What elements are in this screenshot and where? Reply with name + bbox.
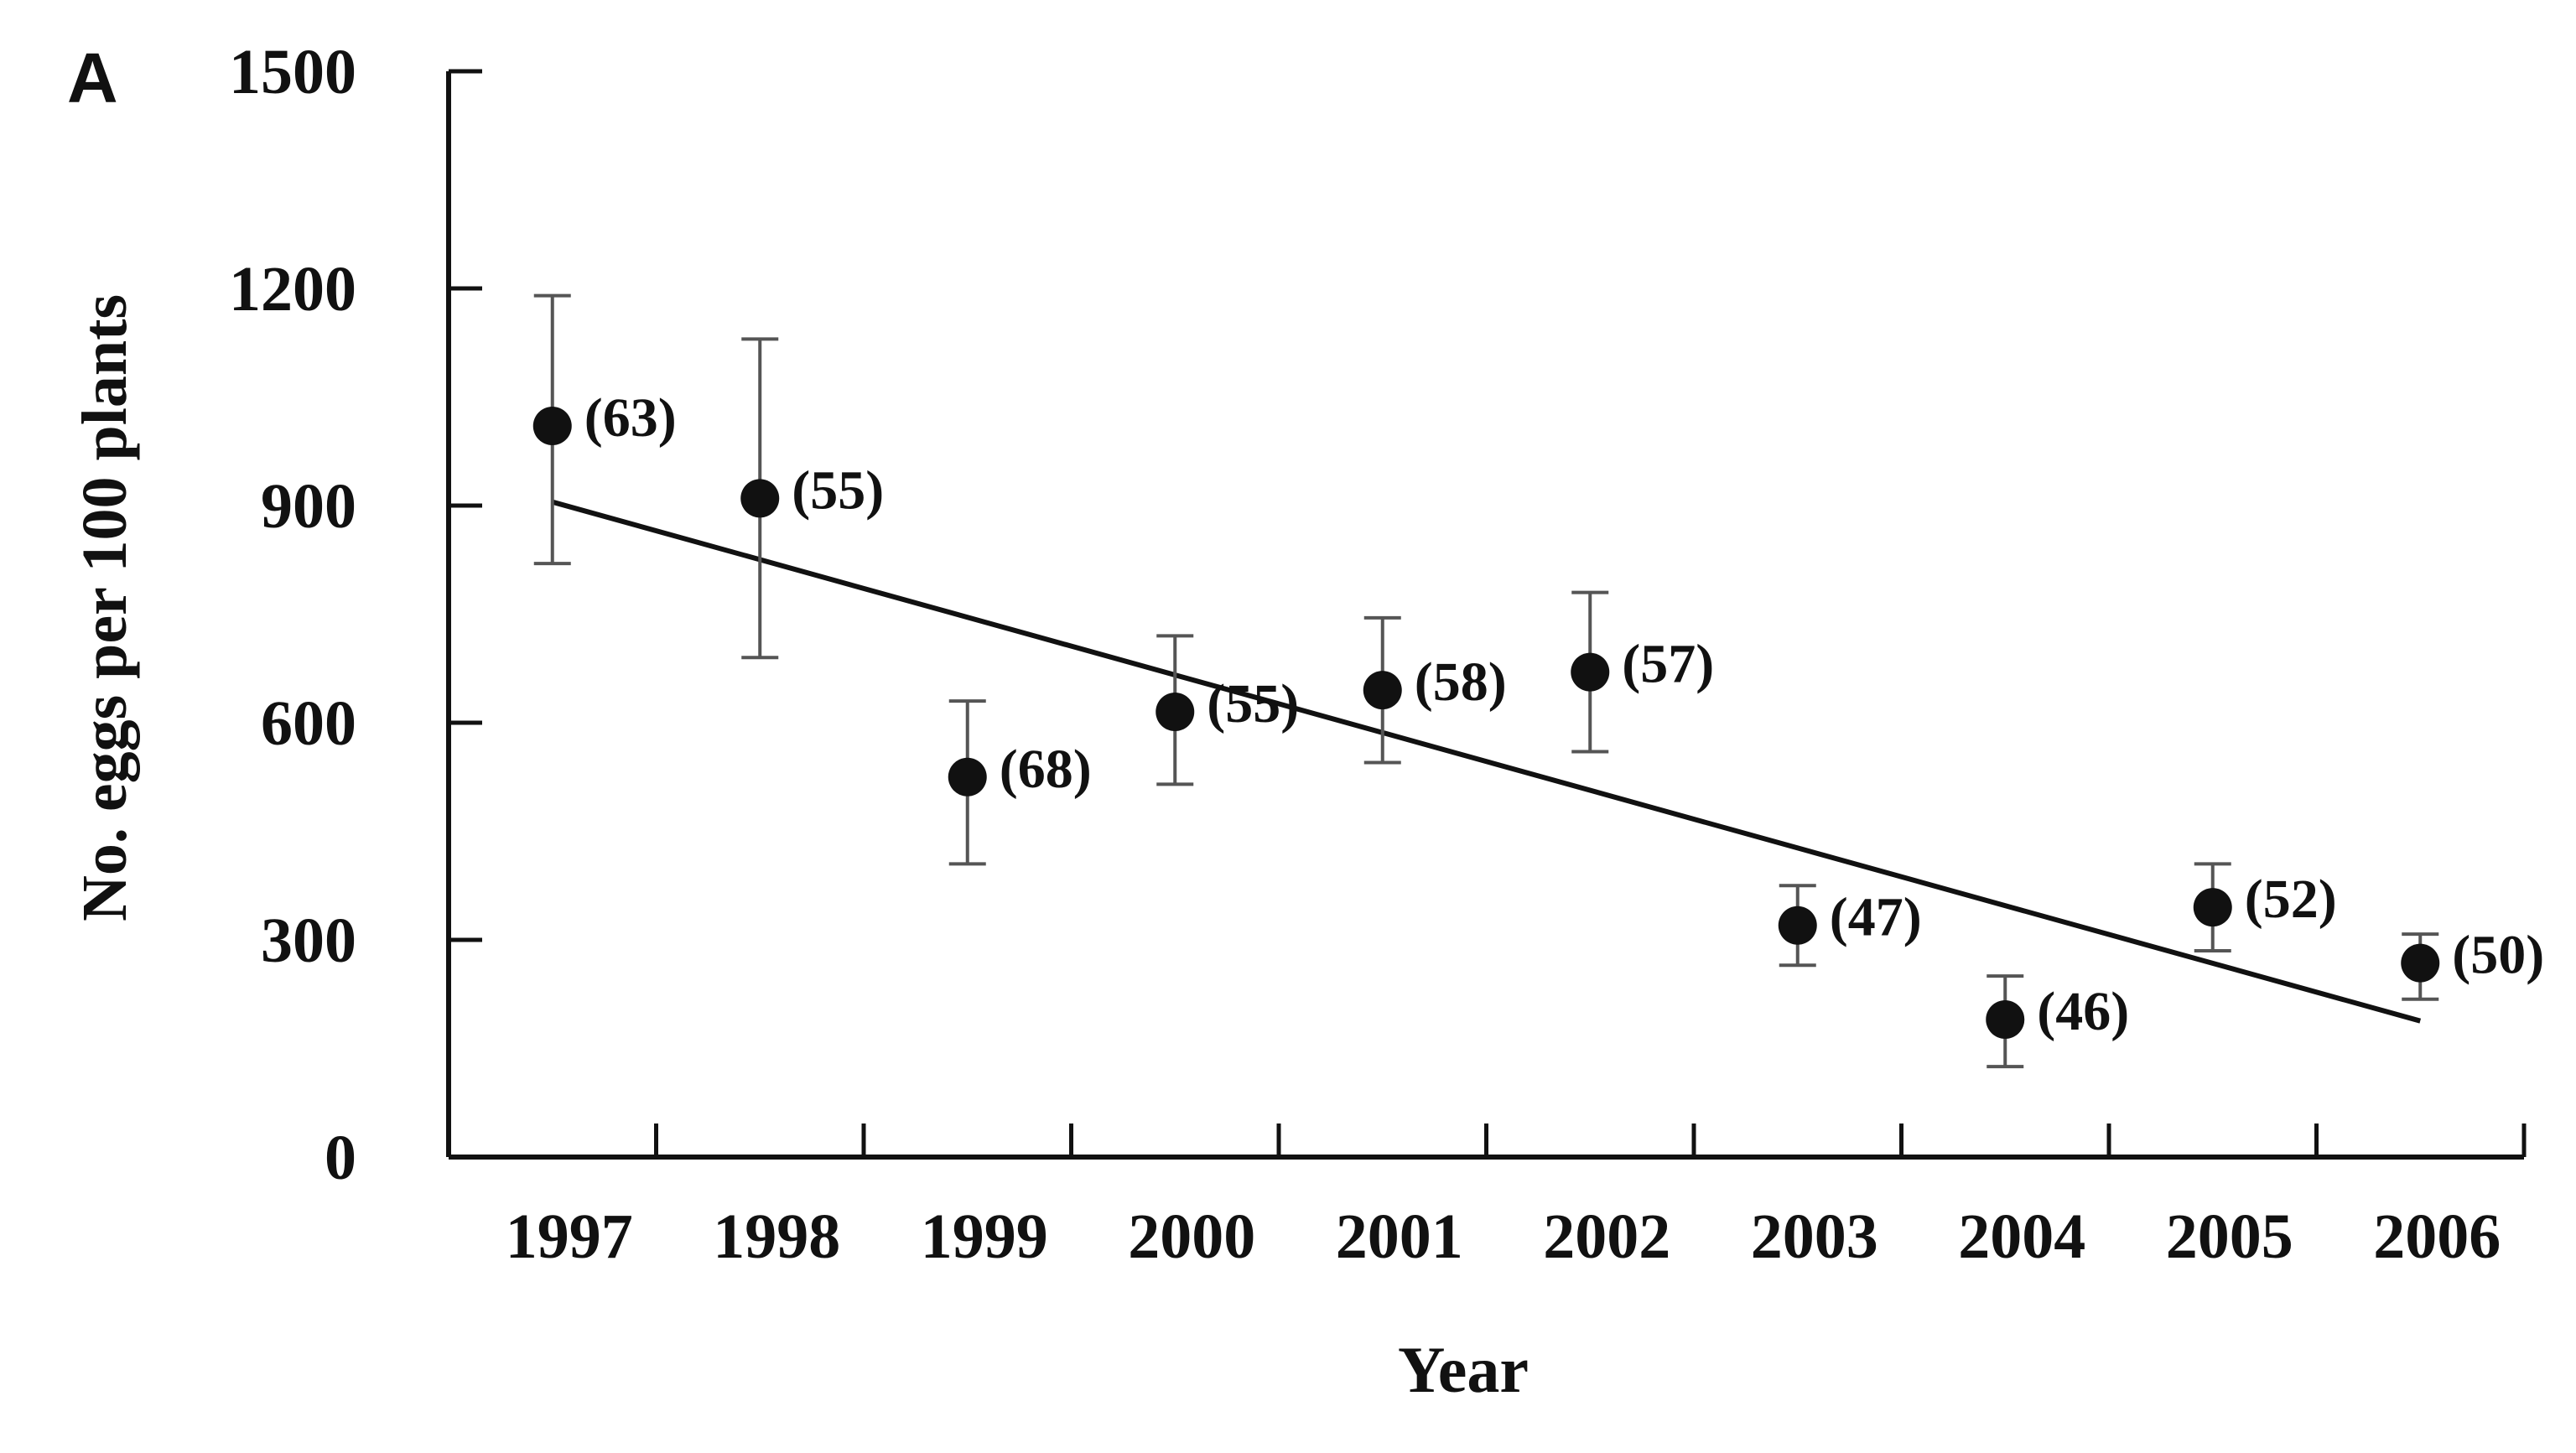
y-axis-title: No. eggs per 100 plants [70,294,140,921]
data-point [2193,888,2232,927]
x-tick-label: 1999 [921,1201,1048,1272]
data-point-label: (52) [2245,869,2337,930]
y-tick-label: 600 [261,688,356,759]
data-point-label: (55) [792,459,884,521]
x-tick-label: 2004 [1958,1201,2085,1272]
data-point [1363,671,1402,710]
data-marks: (63) (55) (68) (55) (58) (57) (47) (46) (52) (50) [532,293,2544,1069]
trend-line [551,499,2422,1024]
y-tick-label: 900 [261,471,356,542]
data-point-label: (68) [1000,739,1092,800]
data-point-label: (63) [584,387,677,449]
data-point-label: (57) [1622,634,1714,695]
data-point-label: (58) [1415,651,1507,713]
x-tick-label: 2000 [1128,1201,1255,1272]
data-point-label: (50) [2452,925,2544,986]
x-tick-label: 1998 [713,1201,840,1272]
x-tick-label: 2002 [1543,1201,1670,1272]
y-tick-label: 300 [261,906,356,976]
data-point [2401,943,2440,983]
data-point [948,757,987,797]
panel-label: A [67,39,118,117]
data-point [1778,906,1817,945]
data-point [532,407,572,446]
data-point [1986,999,2025,1039]
x-axis-title: Year [1398,1333,1529,1406]
data-point-label: (47) [1830,887,1922,948]
x-tick-label: 2003 [1751,1201,1878,1272]
data-point [1571,652,1610,692]
data-point [740,479,780,518]
x-tick-label: 2006 [2373,1201,2501,1272]
y-tick-label: 0 [325,1123,356,1193]
axis-ticks: 0 300 600 900 1200 1500 1997 1998 1999 2000 2001 20… [229,37,2527,1272]
y-tick-label: 1500 [229,37,356,107]
data-point-label: (46) [2037,981,2129,1042]
data-point [1156,693,1195,732]
x-tick-label: 1997 [506,1201,633,1272]
x-tick-label: 2001 [1336,1201,1463,1272]
x-tick-label: 2005 [2166,1201,2293,1272]
data-point-label: (55) [1207,673,1299,734]
y-tick-label: 1200 [229,254,356,324]
